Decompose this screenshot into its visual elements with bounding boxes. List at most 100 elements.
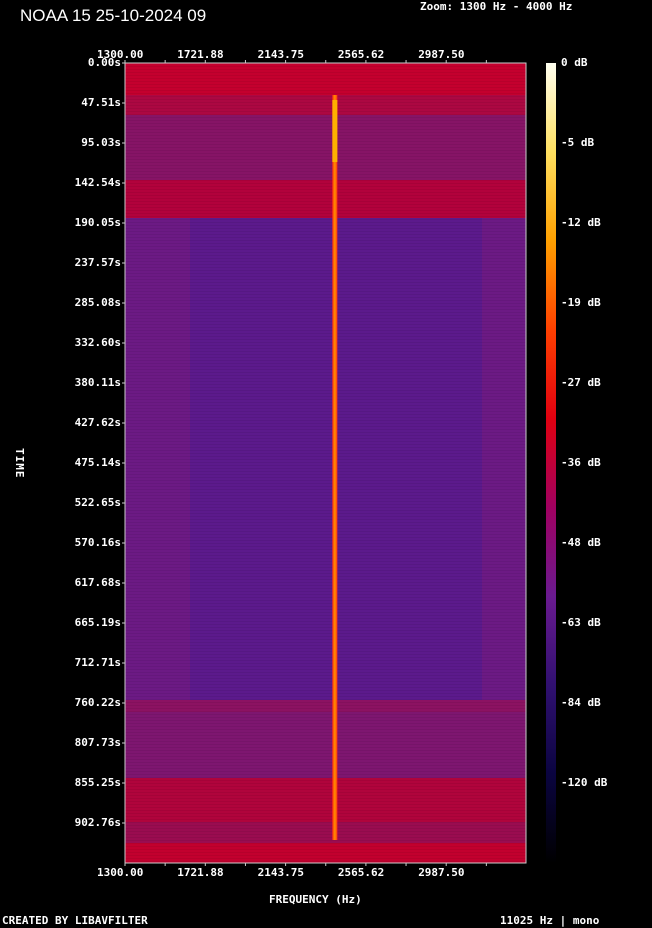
y-tick-label: 855.25s xyxy=(74,776,121,789)
spectrogram-row xyxy=(125,129,526,130)
spectrogram-row xyxy=(125,735,526,736)
spectrogram-row xyxy=(125,123,526,124)
spectrogram-row xyxy=(125,828,526,829)
spectrogram-row xyxy=(125,339,526,340)
spectrogram-row xyxy=(125,837,526,838)
spectrogram-row xyxy=(125,795,526,796)
spectrogram-row xyxy=(125,642,526,643)
y-tick-label: 475.14s xyxy=(74,456,121,469)
spectrogram-row xyxy=(125,561,526,562)
colorbar-tick-label: -48 dB xyxy=(561,536,601,549)
spectrogram-row xyxy=(125,621,526,622)
spectrogram-row xyxy=(125,351,526,352)
spectrogram-row xyxy=(125,777,526,778)
chart-title: NOAA 15 25-10-2024 09 xyxy=(20,6,207,25)
spectrogram-row xyxy=(125,678,526,679)
spectrogram-row xyxy=(125,480,526,481)
spectrogram-row xyxy=(125,750,526,751)
x-tick-label-bottom: 1721.88 xyxy=(177,866,224,879)
y-tick-label: 380.11s xyxy=(74,376,121,389)
spectrogram-row xyxy=(125,858,526,859)
spectrogram-row xyxy=(125,747,526,748)
spectrogram-row xyxy=(125,381,526,382)
spectrogram-row xyxy=(125,432,526,433)
spectrogram-row xyxy=(125,498,526,499)
spectrogram-row xyxy=(125,792,526,793)
spectrogram-row xyxy=(125,729,526,730)
spectrogram-row xyxy=(125,264,526,265)
spectrogram-row xyxy=(125,348,526,349)
spectrogram-row xyxy=(125,261,526,262)
spectrogram-row xyxy=(125,492,526,493)
spectrogram-band xyxy=(125,115,526,180)
spectrogram-row xyxy=(125,378,526,379)
y-tick-label: 190.05s xyxy=(74,216,121,229)
spectrogram-row xyxy=(125,477,526,478)
spectrogram-row xyxy=(125,573,526,574)
spectrogram-row xyxy=(125,198,526,199)
spectrogram-row xyxy=(125,636,526,637)
spectrogram-row xyxy=(125,600,526,601)
spectrogram-row xyxy=(125,366,526,367)
y-tick-label: 285.08s xyxy=(74,296,121,309)
spectrogram-row xyxy=(125,654,526,655)
spectrogram-row xyxy=(125,513,526,514)
spectrogram-row xyxy=(125,186,526,187)
spectrogram-row xyxy=(125,768,526,769)
spectrogram-row xyxy=(125,168,526,169)
spectrogram-row xyxy=(125,846,526,847)
spectrogram-row xyxy=(125,765,526,766)
spectrogram-row xyxy=(125,489,526,490)
spectrogram-row xyxy=(125,798,526,799)
spectrogram-row xyxy=(125,141,526,142)
carrier-signal-peak xyxy=(332,100,338,162)
x-tick-label-bottom: 1300.00 xyxy=(97,866,144,879)
y-tick-label: 665.19s xyxy=(74,616,121,629)
spectrogram-row xyxy=(125,330,526,331)
spectrogram-row xyxy=(125,90,526,91)
spectrogram-row xyxy=(125,72,526,73)
spectrogram-row xyxy=(125,570,526,571)
spectrogram-row xyxy=(125,183,526,184)
spectrogram-row xyxy=(125,369,526,370)
spectrogram-row xyxy=(125,579,526,580)
spectrogram-row xyxy=(125,555,526,556)
spectrogram-row xyxy=(125,528,526,529)
spectrogram-row xyxy=(125,372,526,373)
spectrogram-row xyxy=(125,762,526,763)
spectrogram-row xyxy=(125,396,526,397)
spectrogram-row xyxy=(125,552,526,553)
spectrogram-row xyxy=(125,774,526,775)
spectrogram-row xyxy=(125,399,526,400)
spectrogram-row xyxy=(125,672,526,673)
carrier-signal xyxy=(332,95,338,840)
spectrogram-row xyxy=(125,630,526,631)
spectrogram-row xyxy=(125,714,526,715)
spectrogram-row xyxy=(125,594,526,595)
spectrogram-row xyxy=(125,120,526,121)
spectrogram-row xyxy=(125,441,526,442)
spectrogram-row xyxy=(125,696,526,697)
spectrogram-row xyxy=(125,645,526,646)
spectrogram-row xyxy=(125,444,526,445)
spectrogram-row xyxy=(125,258,526,259)
spectrogram-row xyxy=(125,534,526,535)
spectrogram-row xyxy=(125,753,526,754)
spectrogram-row xyxy=(125,87,526,88)
spectrogram-row xyxy=(125,207,526,208)
spectrogram-row xyxy=(125,360,526,361)
spectrogram-row xyxy=(125,588,526,589)
spectrogram-row xyxy=(125,288,526,289)
spectrogram-row xyxy=(125,273,526,274)
spectrogram-row xyxy=(125,411,526,412)
spectrogram-row xyxy=(125,393,526,394)
spectrogram-row xyxy=(125,324,526,325)
spectrogram-row xyxy=(125,861,526,862)
y-tick-label: 807.73s xyxy=(74,736,121,749)
spectrogram-row xyxy=(125,384,526,385)
spectrogram-row xyxy=(125,738,526,739)
spectrogram-row xyxy=(125,345,526,346)
spectrogram-row xyxy=(125,267,526,268)
spectrogram-row xyxy=(125,180,526,181)
spectrogram-row xyxy=(125,375,526,376)
